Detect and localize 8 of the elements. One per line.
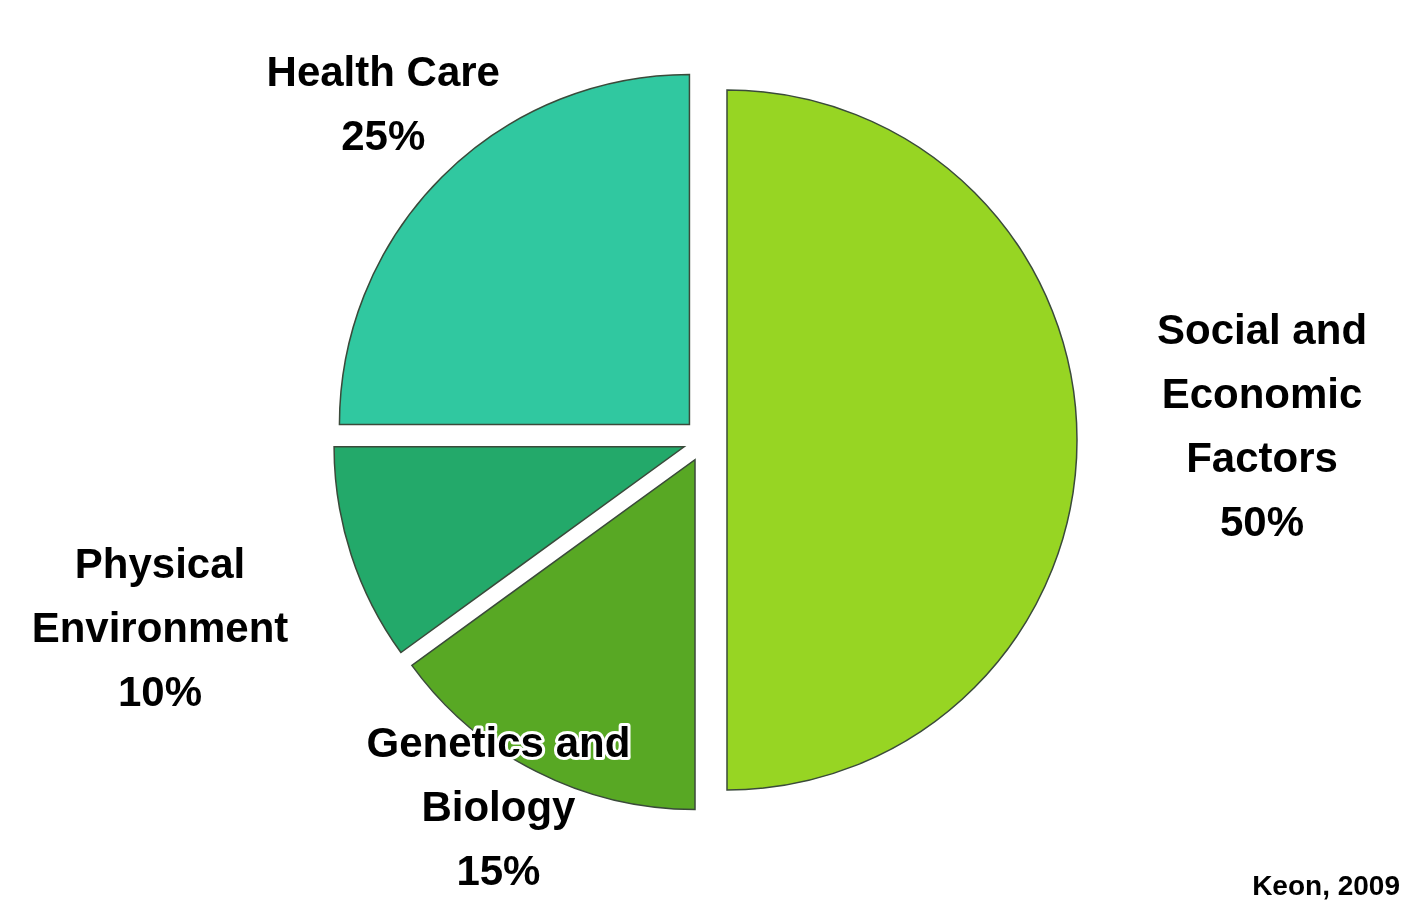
slice-label: Social and Economic Factors bbox=[1156, 306, 1368, 481]
data-label: 50% bbox=[1219, 498, 1305, 545]
data-label: 25% bbox=[341, 112, 426, 160]
data-label: 15% bbox=[456, 847, 541, 894]
data-label: 10% bbox=[117, 668, 203, 716]
text: Keon, 2009 bbox=[1252, 870, 1400, 901]
slice-label: Health Care bbox=[266, 48, 500, 96]
slice-label: Physical Environment bbox=[31, 540, 289, 652]
